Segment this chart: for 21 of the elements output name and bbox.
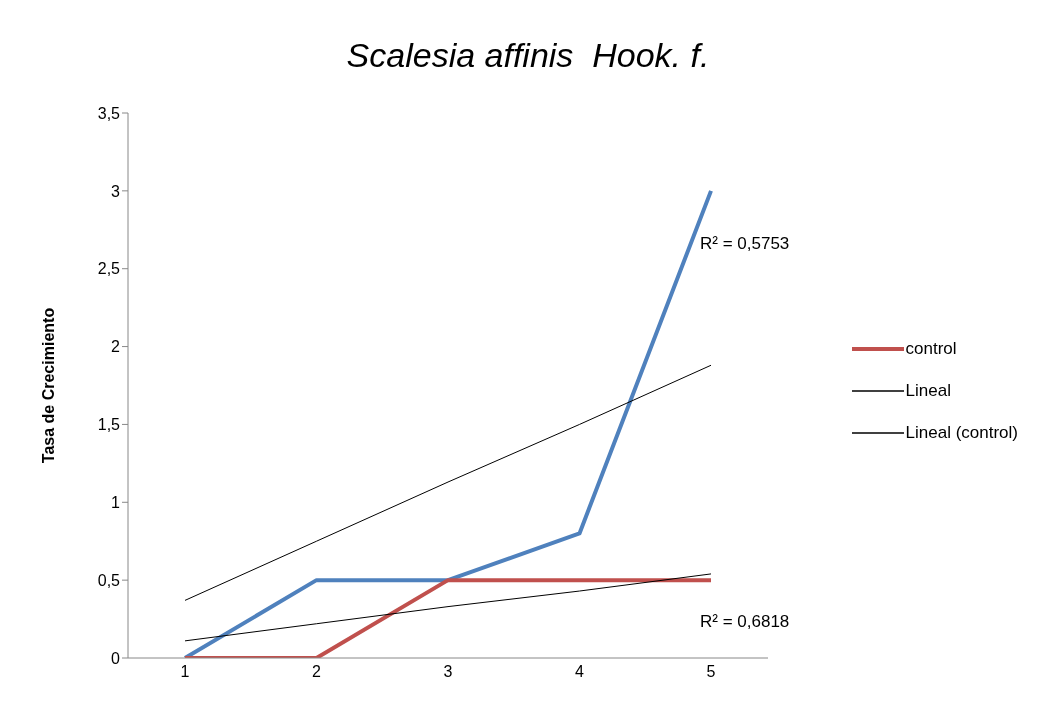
legend-label: control	[905, 339, 957, 359]
x-tick-label: 5	[706, 663, 716, 681]
y-tick-label: 3	[111, 182, 121, 200]
y-tick-label: 2	[111, 338, 121, 356]
y-axis-title: Tasa de Crecimiento	[39, 307, 57, 464]
annotation: R² = 0,6818	[700, 612, 790, 632]
x-tick-label: 4	[575, 663, 585, 681]
y-tick-label: 2,5	[97, 260, 121, 278]
annotation: R² = 0,5753	[700, 234, 790, 254]
line-series	[184, 364, 712, 601]
x-tick-label: 2	[312, 663, 322, 681]
y-tick-label: 0,5	[97, 571, 121, 589]
x-tick-label: 3	[443, 663, 453, 681]
x-tick-label: 1	[180, 663, 190, 681]
y-tick-label: 0	[111, 649, 121, 667]
legend-label: Lineal	[905, 381, 951, 401]
y-tick-label: 3,5	[97, 104, 121, 122]
y-tick-label: 1	[111, 493, 121, 511]
legend-label: Lineal (control)	[905, 423, 1018, 443]
chart-title: Scalesia affinis Hook. f.	[345, 36, 711, 75]
y-tick-label: 1,5	[97, 416, 121, 434]
